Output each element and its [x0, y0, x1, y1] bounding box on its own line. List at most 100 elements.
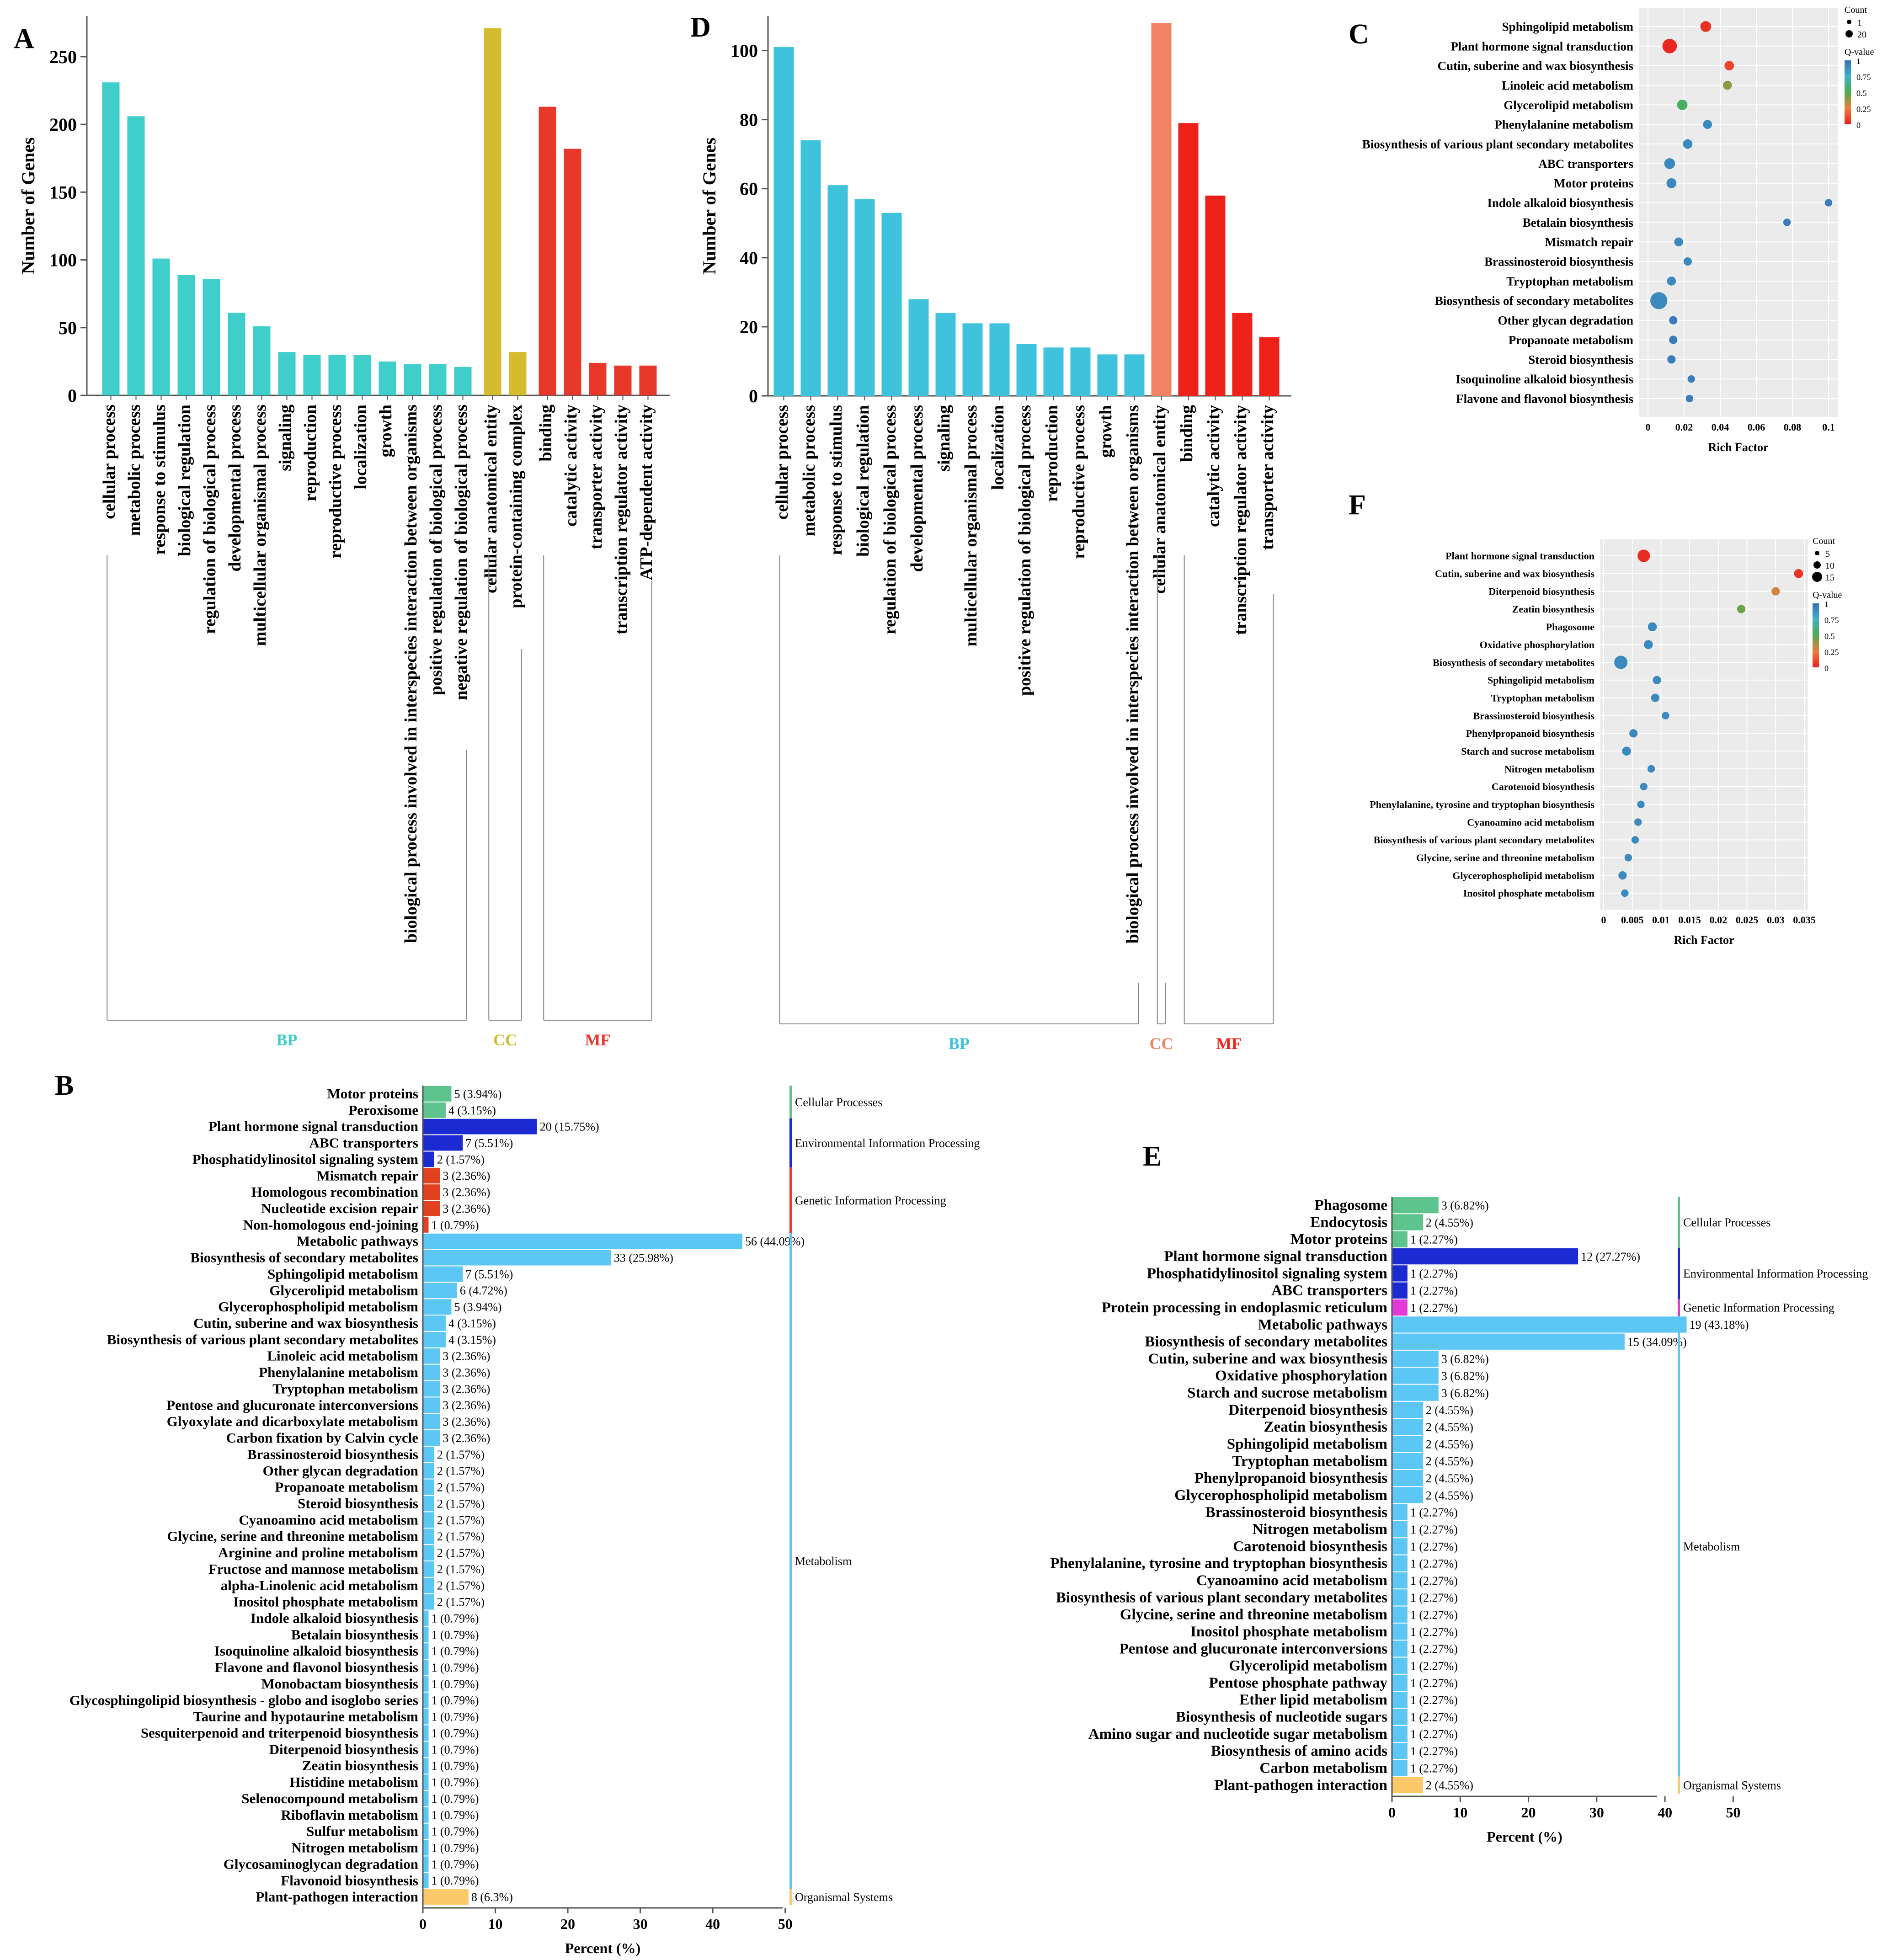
bar [429, 364, 447, 395]
panel-A: 0 50 100 150 200 250 Number of Genes cellular p… [18, 16, 670, 1049]
pathway-label: Fructose and mannose metabolism [208, 1561, 418, 1577]
category-label: Genetic Information Processing [1683, 1301, 1834, 1315]
bar [228, 313, 245, 395]
x-tick-label: binding [536, 405, 555, 462]
pathway-label: Tryptophan metabolism [272, 1380, 418, 1396]
x-tick-label: biological process involved in interspec… [1123, 405, 1142, 943]
value-label: 1 (0.79%) [432, 1219, 479, 1232]
bar [1392, 1231, 1408, 1247]
bar [423, 1529, 434, 1545]
x-tick-label: 0.025 [1736, 914, 1759, 926]
pathway-label: Phosphatidylinositol signaling system [192, 1151, 419, 1167]
bar [1392, 1589, 1408, 1606]
value-label: 1 (2.27%) [1410, 1574, 1458, 1587]
value-label: 2 (1.57%) [437, 1481, 485, 1494]
data-point [1677, 99, 1688, 110]
bar [800, 140, 821, 396]
y-tick-label: 50 [59, 318, 77, 338]
pathway-label: Brassinosteroid biosynthesis [1205, 1504, 1387, 1521]
legend-label: 0.5 [1824, 632, 1835, 641]
data-point [1783, 218, 1791, 226]
value-label: 4 (3.15%) [448, 1333, 496, 1347]
value-label: 1 (0.79%) [432, 1694, 479, 1707]
value-label: 1 (0.79%) [432, 1726, 479, 1740]
x-tick-label: 40 [1658, 1804, 1672, 1821]
value-label: 2 (4.55%) [1426, 1489, 1473, 1502]
bar [423, 1610, 429, 1626]
bar [589, 362, 607, 395]
value-label: 1 (2.27%) [1410, 1694, 1458, 1707]
bar [539, 107, 556, 395]
y-tick-label: 60 [740, 179, 758, 199]
bar [423, 1364, 440, 1380]
pathway-label: Selenocompound metabolism [241, 1790, 418, 1806]
value-label: 3 (2.36%) [443, 1432, 490, 1445]
pathway-label: Tryptophan metabolism [1491, 692, 1594, 703]
pathway-label: Biosynthesis of nucleotide sugars [1176, 1709, 1387, 1726]
legend-label: 5 [1825, 549, 1830, 559]
bar [1392, 1743, 1408, 1759]
x-tick-label: 0.01 [1652, 914, 1670, 926]
value-label: 1 (0.79%) [432, 1612, 479, 1625]
bar [1392, 1538, 1408, 1555]
bar [423, 1709, 429, 1725]
value-label: 3 (2.36%) [443, 1415, 490, 1428]
pathway-label: Isoquinoline alkaloid biosynthesis [1456, 373, 1633, 386]
bar [1392, 1248, 1578, 1265]
bar [1392, 1606, 1408, 1623]
bar [423, 1430, 440, 1446]
value-label: 1 (2.27%) [1410, 1608, 1458, 1622]
pathway-label: Oxidative phosphorylation [1215, 1368, 1387, 1384]
value-label: 3 (2.36%) [443, 1186, 490, 1199]
value-label: 2 (1.57%) [437, 1513, 485, 1527]
x-tick-label: developmental process [225, 405, 245, 572]
value-label: 1 (2.27%) [1410, 1557, 1458, 1571]
pathway-label: Inositol phosphate metabolism [1190, 1624, 1387, 1640]
x-tick-label: 0 [1646, 421, 1651, 433]
x-tick-label: 0.035 [1793, 914, 1816, 926]
value-label: 3 (2.36%) [443, 1350, 490, 1363]
pathway-label: Carotenoid biosynthesis [1492, 781, 1595, 793]
value-label: 1 (0.79%) [432, 1645, 479, 1658]
value-label: 1 (2.27%) [1410, 1659, 1458, 1672]
pathway-label: Sphingolipid metabolism [1488, 675, 1594, 686]
bar [423, 1348, 440, 1364]
x-axis-title: Rich Factor [1674, 933, 1734, 947]
x-tick-label: catalytic activity [1204, 405, 1223, 527]
data-point [1618, 871, 1627, 880]
x-tick-label: growth [376, 405, 395, 457]
x-tick-label: 0.06 [1748, 421, 1765, 433]
data-point [1667, 355, 1676, 364]
legend-label: 0.25 [1856, 105, 1871, 114]
bar [423, 1463, 434, 1479]
value-label: 4 (3.15%) [448, 1317, 496, 1330]
pathway-label: Motor proteins [1554, 176, 1633, 190]
value-label: 6 (4.72%) [460, 1284, 507, 1297]
bar [423, 1873, 429, 1889]
pathway-label: Glycine, serine and threonine metabolism [1120, 1607, 1387, 1623]
x-tick-label: ATP-dependent activity [637, 405, 656, 581]
pathway-label: Phenylpropanoid biosynthesis [1466, 728, 1595, 739]
bar [423, 1381, 440, 1397]
value-label: 2 (1.57%) [437, 1596, 485, 1609]
x-tick-label: 10 [1453, 1804, 1467, 1821]
pathway-label: Monobactam biosynthesis [261, 1676, 418, 1692]
panel-letter-C: C [1349, 19, 1369, 50]
x-tick-label: binding [1177, 405, 1196, 462]
bar [423, 1856, 429, 1872]
pathway-label: Glycerophospholipid metabolism [218, 1299, 418, 1315]
pathway-label: Flavone and flavonol biosynthesis [1456, 392, 1633, 405]
bar [854, 199, 875, 396]
data-point [1722, 80, 1732, 90]
bar [203, 279, 220, 395]
value-label: 1 (0.79%) [432, 1759, 479, 1773]
bar [1151, 23, 1172, 396]
bar [423, 1250, 611, 1266]
pathway-label: Mismatch repair [1545, 235, 1633, 249]
value-label: 12 (27.27%) [1581, 1250, 1640, 1263]
x-tick-label: 0.04 [1712, 421, 1729, 433]
pathway-label: Cyanoamino acid metabolism [1196, 1572, 1387, 1589]
value-label: 2 (1.57%) [437, 1448, 485, 1461]
pathway-label: Zeatin biosynthesis [1512, 603, 1595, 615]
data-point [1622, 746, 1631, 756]
